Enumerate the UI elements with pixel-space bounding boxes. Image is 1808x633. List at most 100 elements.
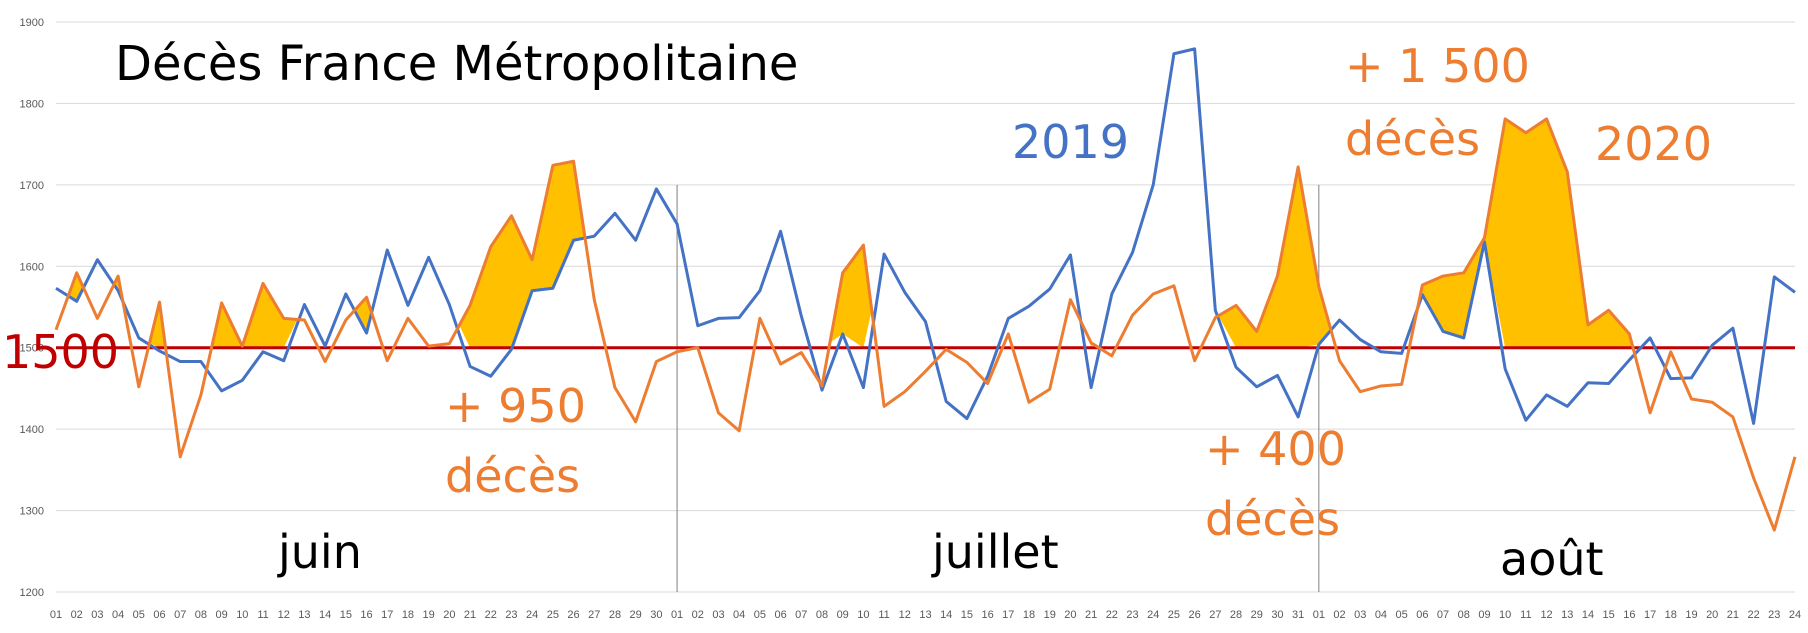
x-tick-label: 09 bbox=[215, 609, 227, 621]
x-tick-label: 12 bbox=[278, 609, 290, 621]
x-tick-label: 21 bbox=[1085, 609, 1097, 621]
x-tick-label: 24 bbox=[1789, 609, 1801, 621]
y-tick-label: 1800 bbox=[20, 98, 44, 110]
x-tick-label: 05 bbox=[1396, 609, 1408, 621]
x-tick-label: 10 bbox=[236, 609, 248, 621]
x-tick-label: 13 bbox=[1561, 609, 1573, 621]
excess-fill-area bbox=[211, 283, 298, 348]
x-tick-label: 09 bbox=[837, 609, 849, 621]
excess-fill-area bbox=[1418, 118, 1633, 348]
x-tick-label: 18 bbox=[1665, 609, 1677, 621]
x-tick-label: 28 bbox=[1230, 609, 1242, 621]
label-2020: 2020 bbox=[1595, 117, 1712, 171]
annotation-950-line2: décès bbox=[445, 449, 580, 503]
y-tick-label: 1600 bbox=[20, 261, 44, 273]
excess-fill-area bbox=[829, 245, 872, 348]
x-tick-label: 29 bbox=[630, 609, 642, 621]
x-tick-label: 09 bbox=[1478, 609, 1490, 621]
x-tick-label: 13 bbox=[919, 609, 931, 621]
x-tick-label: 22 bbox=[1106, 609, 1118, 621]
x-tick-label: 16 bbox=[1623, 609, 1635, 621]
x-tick-label: 12 bbox=[1540, 609, 1552, 621]
x-tick-label: 03 bbox=[712, 609, 724, 621]
series-line-2020 bbox=[54, 117, 1797, 532]
x-tick-label: 05 bbox=[133, 609, 145, 621]
x-tick-label: 06 bbox=[1416, 609, 1428, 621]
reference-line-label: 1500 bbox=[2, 325, 119, 379]
series-lines bbox=[54, 47, 1797, 532]
x-tick-label: 01 bbox=[50, 609, 62, 621]
excess-fill-area bbox=[459, 161, 586, 348]
x-tick-label: 15 bbox=[340, 609, 352, 621]
annotation-400-line1: + 400 bbox=[1205, 422, 1346, 476]
x-tick-label: 05 bbox=[754, 609, 766, 621]
y-tick-label: 1900 bbox=[20, 17, 44, 29]
x-tick-label: 26 bbox=[567, 609, 579, 621]
excess-fill-area bbox=[1218, 166, 1331, 348]
x-axis-ticks: 01 02 03 04 05 06 07 08 09 10 11 12 13 14 15 16 17 18 19 20… bbox=[50, 609, 1801, 621]
x-tick-label: 16 bbox=[360, 609, 372, 621]
x-tick-label: 29 bbox=[1251, 609, 1263, 621]
month-separators bbox=[676, 184, 1320, 592]
x-tick-label: 24 bbox=[526, 609, 538, 621]
y-tick-label: 1500 bbox=[20, 343, 44, 355]
x-tick-label: 01 bbox=[671, 609, 683, 621]
x-tick-label: 24 bbox=[1147, 609, 1159, 621]
x-tick-label: 14 bbox=[319, 609, 331, 621]
x-tick-label: 27 bbox=[1209, 609, 1221, 621]
month-label-juin: juin bbox=[277, 525, 362, 579]
x-tick-label: 30 bbox=[1271, 609, 1283, 621]
annotation-1500-line1: + 1 500 bbox=[1345, 39, 1530, 93]
x-tick-label: 19 bbox=[1685, 609, 1697, 621]
x-tick-label: 06 bbox=[153, 609, 165, 621]
y-axis-ticks: 1200 1300 1400 1500 1600 1700 1800 1900 bbox=[20, 17, 44, 599]
x-tick-label: 03 bbox=[1354, 609, 1366, 621]
x-tick-label: 26 bbox=[1189, 609, 1201, 621]
x-tick-label: 11 bbox=[878, 609, 889, 621]
x-tick-label: 21 bbox=[464, 609, 476, 621]
x-tick-label: 22 bbox=[485, 609, 497, 621]
x-tick-label: 10 bbox=[857, 609, 869, 621]
x-tick-label: 15 bbox=[1603, 609, 1615, 621]
x-tick-label: 14 bbox=[1582, 609, 1594, 621]
y-tick-label: 1700 bbox=[20, 180, 44, 192]
y-tick-label: 1200 bbox=[20, 587, 44, 599]
x-tick-label: 21 bbox=[1727, 609, 1739, 621]
x-tick-label: 04 bbox=[112, 609, 124, 621]
x-tick-label: 11 bbox=[257, 609, 268, 621]
x-tick-label: 08 bbox=[195, 609, 207, 621]
x-tick-label: 04 bbox=[1375, 609, 1387, 621]
annotation-400-line2: décès bbox=[1205, 492, 1340, 546]
x-tick-label: 31 bbox=[1292, 609, 1304, 621]
x-tick-label: 10 bbox=[1499, 609, 1511, 621]
label-2019: 2019 bbox=[1012, 115, 1129, 169]
x-tick-label: 02 bbox=[1333, 609, 1345, 621]
x-tick-label: 20 bbox=[1706, 609, 1718, 621]
excess-fill-area bbox=[149, 302, 166, 348]
x-tick-label: 04 bbox=[733, 609, 745, 621]
x-tick-label: 07 bbox=[795, 609, 807, 621]
x-tick-label: 15 bbox=[961, 609, 973, 621]
excess-deaths-fills bbox=[68, 118, 1633, 348]
x-tick-label: 18 bbox=[1023, 609, 1035, 621]
x-tick-label: 25 bbox=[1168, 609, 1180, 621]
x-tick-label: 06 bbox=[774, 609, 786, 621]
x-tick-label: 25 bbox=[547, 609, 559, 621]
annotation-950-line1: + 950 bbox=[445, 379, 586, 433]
chart-title: Décès France Métropolitaine bbox=[115, 36, 798, 92]
x-tick-label: 18 bbox=[402, 609, 414, 621]
x-tick-label: 07 bbox=[1437, 609, 1449, 621]
x-tick-label: 20 bbox=[443, 609, 455, 621]
x-tick-label: 28 bbox=[609, 609, 621, 621]
x-tick-label: 17 bbox=[381, 609, 393, 621]
x-tick-label: 01 bbox=[1313, 609, 1325, 621]
x-tick-label: 20 bbox=[1064, 609, 1076, 621]
x-tick-label: 17 bbox=[1002, 609, 1014, 621]
x-tick-label: 02 bbox=[692, 609, 704, 621]
x-tick-label: 07 bbox=[174, 609, 186, 621]
x-tick-label: 03 bbox=[91, 609, 103, 621]
annotation-1500-line2: décès bbox=[1345, 112, 1480, 166]
x-tick-label: 22 bbox=[1747, 609, 1759, 621]
y-tick-label: 1400 bbox=[20, 424, 44, 436]
